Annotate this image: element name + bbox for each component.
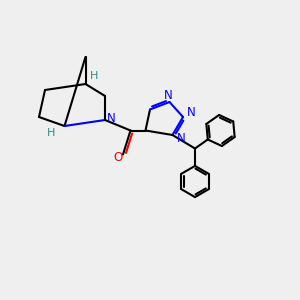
Text: H: H — [47, 128, 55, 139]
Text: H: H — [90, 70, 98, 81]
Text: N: N — [164, 89, 172, 102]
Text: O: O — [113, 151, 122, 164]
Text: N: N — [107, 112, 116, 125]
Text: N: N — [176, 131, 185, 145]
Text: N: N — [187, 106, 196, 119]
